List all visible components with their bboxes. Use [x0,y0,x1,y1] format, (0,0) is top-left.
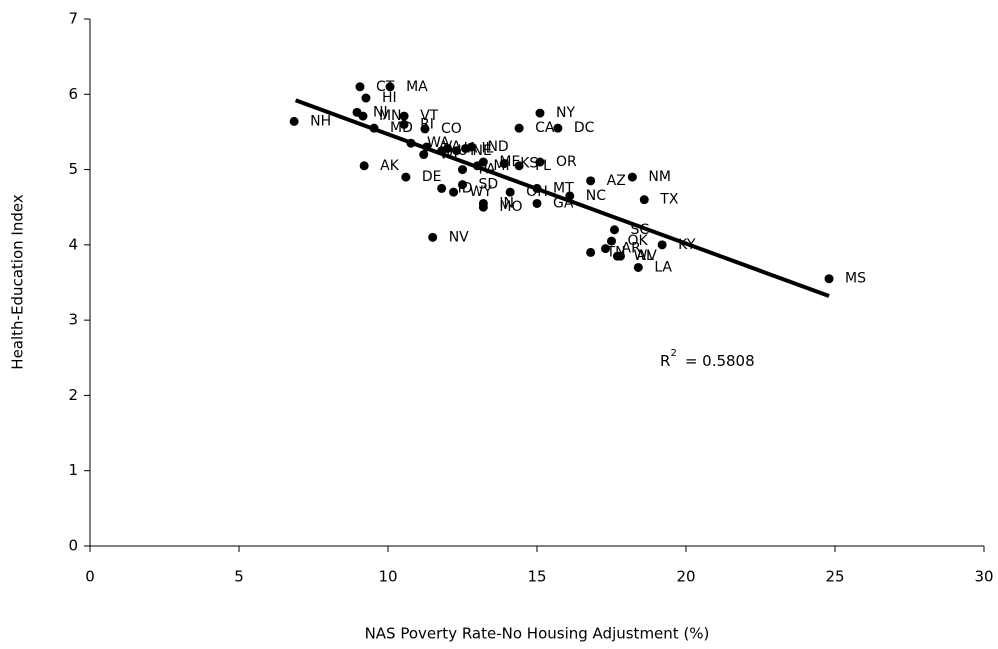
y-tick-label: 3 [68,311,78,329]
y-tick-label: 6 [68,85,78,103]
x-tick-label: 15 [527,568,546,586]
point [358,111,368,121]
point [458,165,467,175]
point-label: NE [473,143,492,159]
point-label: NV [449,229,469,245]
r-value: = 0.5808 [685,352,755,370]
point [466,142,476,152]
point [419,150,429,160]
point [627,172,637,182]
point-label: AR [622,241,642,257]
r-symbol: R [660,352,670,370]
point-label: MO [499,199,522,215]
point [505,187,515,197]
point [355,82,365,92]
x-axis-title: NAS Poverty Rate-No Housing Adjustment (… [365,625,710,643]
point-label: IL [481,140,493,156]
point-label: WY [470,184,493,200]
point-label: NH [310,113,331,129]
point [824,274,834,284]
point-label: DE [422,169,442,185]
point-label: VT [420,108,439,124]
trendline [294,98,830,298]
point-label: MA [406,79,428,95]
point-label: HI [382,90,397,106]
point [401,172,411,182]
point [289,116,299,126]
point-label: DC [574,120,595,136]
point-label: WV [633,248,657,264]
point [399,119,409,129]
point-label: CO [441,121,462,137]
point [553,123,563,133]
point-label: NC [586,188,606,204]
y-tick-label: 4 [68,235,78,253]
point-label: LA [654,259,672,275]
point [385,82,395,92]
point [478,202,488,212]
point [499,159,509,169]
y-tick-label: 2 [68,386,78,404]
point-label: ND [487,139,508,155]
point-label: KS [520,156,538,172]
point [607,236,616,246]
point-label: AL [636,248,654,264]
point [532,198,542,208]
point-label: NY [556,105,575,121]
point-label: OK [628,233,649,249]
point-label: MN [379,108,402,124]
point [443,143,453,153]
x-tick-label: 30 [974,568,993,586]
point-label: MS [845,271,866,287]
point-label: NM [648,169,671,185]
x-tick-label: 0 [85,568,95,586]
point [437,183,447,193]
point [609,225,619,235]
point [586,176,596,186]
point [601,244,611,254]
point [535,108,545,118]
point [514,123,524,133]
point [359,161,369,171]
x-tick-label: 5 [234,568,244,586]
point [361,93,371,103]
point-label: AK [380,158,400,174]
point [399,111,409,121]
r-superscript: 2 [670,348,676,359]
y-tick-label: 1 [68,461,78,479]
r-squared-label: R2 = 0.5808 [660,348,755,370]
point [428,232,438,242]
point [639,195,649,205]
point-label: AZ [607,173,626,189]
x-tick-label: 10 [378,568,397,586]
y-tick-label: 0 [68,537,78,555]
point [420,124,430,134]
x-tick-label: 20 [676,568,695,586]
point-label: SD [479,177,499,193]
point [612,251,622,261]
point [514,161,524,171]
point [586,247,596,257]
y-tick-label: 7 [68,10,78,28]
y-tick-label: 5 [68,160,78,178]
point [449,187,459,197]
point [535,157,545,167]
point-label: TX [659,192,679,208]
point [458,180,467,190]
point [657,240,667,250]
point-label: NJ [373,104,388,120]
point [633,262,643,272]
point-label: IN [499,195,514,211]
point-label: OR [556,154,577,170]
x-tick-label: 25 [825,568,844,586]
y-axis-title: Health-Education Index [9,194,27,370]
point [452,146,462,156]
point-label: CA [535,120,555,136]
